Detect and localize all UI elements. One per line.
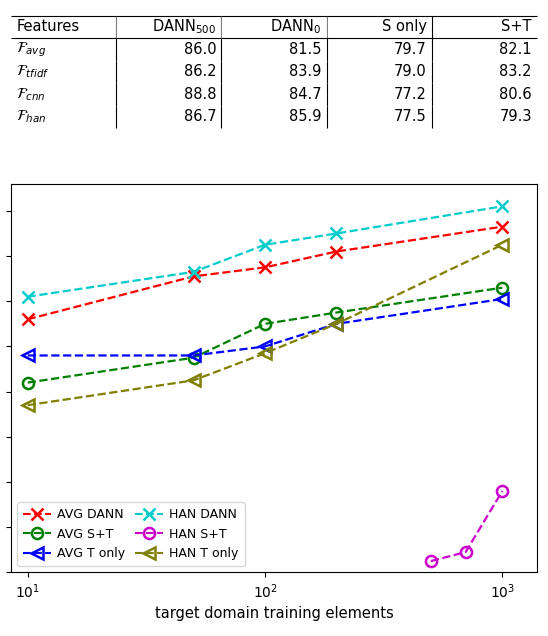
Line: HAN S+T: HAN S+T bbox=[425, 485, 508, 567]
Line: HAN DANN: HAN DANN bbox=[21, 200, 509, 303]
AVG S+T bbox=[25, 379, 31, 387]
Line: AVG S+T: AVG S+T bbox=[22, 282, 508, 388]
HAN T only bbox=[190, 377, 197, 384]
HAN T only bbox=[333, 320, 340, 328]
HAN DANN bbox=[333, 230, 340, 237]
HAN S+T bbox=[427, 557, 434, 565]
AVG T only bbox=[333, 320, 340, 328]
HAN S+T bbox=[499, 487, 506, 495]
AVG T only bbox=[262, 343, 269, 350]
AVG T only bbox=[25, 352, 31, 359]
AVG DANN bbox=[499, 223, 506, 230]
Line: AVG DANN: AVG DANN bbox=[21, 221, 509, 326]
HAN S+T bbox=[463, 548, 469, 556]
AVG S+T bbox=[499, 284, 506, 291]
HAN DANN bbox=[262, 241, 269, 249]
Line: AVG T only: AVG T only bbox=[22, 293, 508, 361]
AVG DANN bbox=[190, 273, 197, 280]
AVG T only bbox=[499, 295, 506, 303]
AVG T only bbox=[190, 352, 197, 359]
HAN DANN bbox=[190, 268, 197, 275]
HAN DANN bbox=[25, 293, 31, 301]
HAN T only bbox=[499, 241, 506, 249]
Line: HAN T only: HAN T only bbox=[22, 239, 508, 411]
AVG DANN bbox=[25, 315, 31, 323]
AVG DANN bbox=[262, 263, 269, 271]
AVG S+T bbox=[190, 354, 197, 361]
HAN T only bbox=[262, 349, 269, 357]
AVG S+T bbox=[262, 320, 269, 328]
AVG S+T bbox=[333, 308, 340, 316]
X-axis label: target domain training elements: target domain training elements bbox=[155, 606, 393, 621]
AVG DANN bbox=[333, 247, 340, 255]
HAN DANN bbox=[499, 202, 506, 210]
Legend: AVG DANN, AVG S+T, AVG T only, HAN DANN, HAN S+T, HAN T only: AVG DANN, AVG S+T, AVG T only, HAN DANN,… bbox=[17, 502, 245, 566]
HAN T only bbox=[25, 401, 31, 409]
